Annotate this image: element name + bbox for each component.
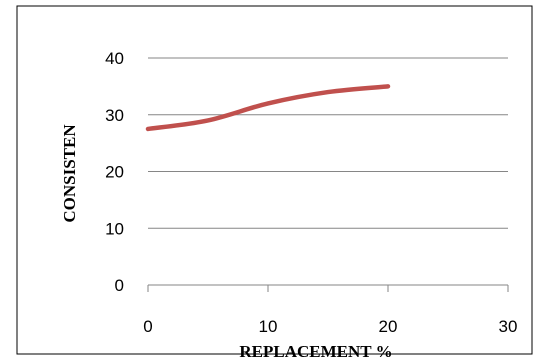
chart-border [16,5,533,355]
x-tick-label: 10 [259,317,278,336]
x-tick-label: 20 [379,317,398,336]
x-tick-label: 30 [499,317,518,336]
y-tick-label: 20 [105,163,124,182]
gridlines [148,57,508,229]
y-axis-title: CONSISTEN [60,124,79,223]
y-axis-ticks: 0 10 20 30 40 [105,49,124,295]
x-axis-title: REPLACEMENT % [239,342,392,360]
y-tick-label: 30 [105,106,124,125]
x-tick-label: 0 [143,317,152,336]
y-tick-label: 10 [105,219,124,238]
series-line [145,84,391,132]
y-tick-label: 40 [105,49,124,68]
x-axis-ticks: 0 10 20 30 [143,285,517,336]
y-tick-label: 0 [115,276,124,295]
series-layer [145,84,391,132]
